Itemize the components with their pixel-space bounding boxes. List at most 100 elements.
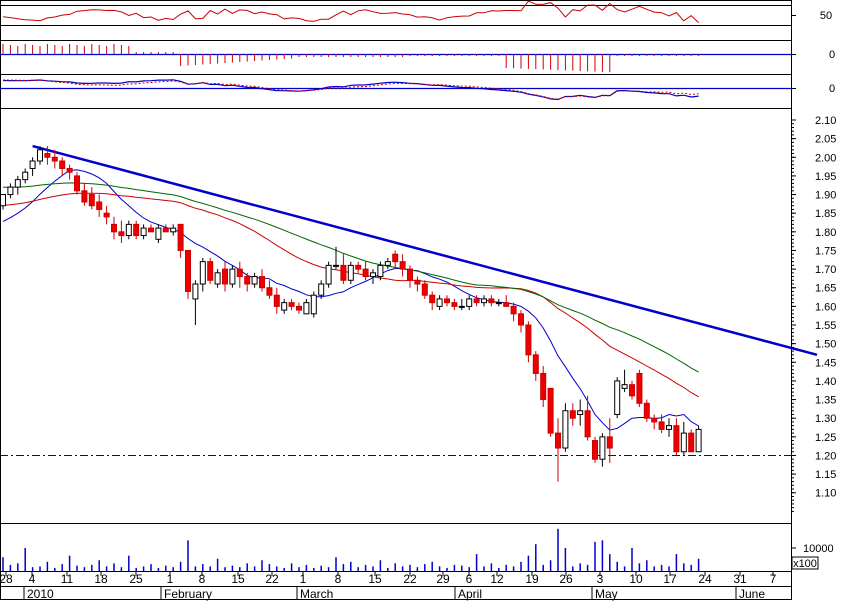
x-tick-label: 8: [335, 572, 342, 586]
candle-body: [458, 305, 465, 308]
price-tick-label: 1.20: [815, 450, 836, 462]
price-tick-label: 1.75: [815, 245, 836, 257]
ma-long-line: [3, 182, 699, 373]
x-tick-label: 29: [436, 572, 450, 586]
candle-body: [81, 190, 88, 203]
indicator-2-tick-label: 0: [829, 49, 835, 61]
period-label: April: [458, 587, 482, 601]
x-tick-label: 31: [733, 572, 747, 586]
candle-body: [444, 298, 450, 304]
volume-multiplier-box: [791, 556, 819, 570]
x-tick-label: 26: [559, 572, 573, 586]
candle-body: [22, 171, 29, 181]
indicator-3-tick-label: 0: [829, 83, 835, 95]
period-label: March: [300, 587, 333, 601]
candle-body: [96, 201, 103, 210]
candle-body: [377, 264, 384, 278]
candle-body: [236, 268, 243, 278]
ma-short-line: [2, 169, 699, 431]
indicator-1-tick-label: 50: [820, 10, 832, 22]
candle-body: [288, 302, 295, 307]
x-tick-label: 7: [770, 572, 777, 586]
candle-body: [599, 436, 606, 460]
candle-body: [148, 227, 154, 233]
candle-body: [407, 268, 413, 281]
candle-body: [562, 410, 569, 449]
candle-body: [162, 227, 169, 233]
candle-body: [266, 287, 273, 296]
candle-body: [621, 384, 628, 389]
candle-body: [207, 261, 214, 281]
price-tick-label: 1.70: [815, 264, 836, 276]
candle-body: [518, 313, 524, 326]
candle-body: [532, 354, 539, 374]
candle-body: [384, 261, 391, 266]
candle-body: [0, 194, 6, 207]
x-tick-label: 8: [199, 572, 206, 586]
price-tick-label: 1.50: [815, 339, 836, 351]
period-label: May: [595, 587, 618, 601]
candle-body: [177, 223, 184, 251]
candle-body: [185, 249, 191, 292]
candle-body: [688, 432, 695, 453]
indicator-2-histogram: [2, 44, 700, 73]
x-tick-label: 25: [129, 572, 143, 586]
candle-body: [673, 425, 680, 453]
x-tick-label: 17: [663, 572, 677, 586]
x-tick-label: 15: [368, 572, 382, 586]
volume-tick-label: 10000: [803, 543, 834, 555]
x-tick-label: 22: [403, 572, 417, 586]
candle-body: [636, 372, 643, 404]
candle-body: [74, 175, 80, 192]
candle-body: [44, 153, 51, 158]
price-tick-label: 1.10: [815, 488, 836, 500]
candle-body: [59, 160, 66, 169]
candle-body: [310, 294, 317, 315]
candle-body: [473, 298, 480, 304]
candle-body: [281, 302, 288, 311]
candle-body: [273, 294, 280, 307]
candle-body: [481, 298, 487, 304]
candle-body: [503, 302, 510, 307]
price-tick-label: 1.40: [815, 376, 836, 388]
chart-frame: [0, 0, 792, 600]
price-tick-label: 1.45: [815, 357, 836, 369]
candle-body: [680, 432, 687, 453]
candle-body: [118, 231, 125, 237]
x-tick-label: 19: [525, 572, 539, 586]
candle-body: [666, 425, 672, 430]
candle-body: [214, 272, 221, 285]
candle-body: [37, 149, 43, 162]
price-tick-label: 1.90: [815, 190, 836, 202]
candle-body: [133, 223, 140, 237]
candle-body: [296, 305, 302, 311]
indicator-1-line: [2, 0, 699, 23]
x-tick-label: 28: [0, 572, 13, 586]
candle-body: [29, 160, 36, 169]
volume-multiplier-label: x100: [793, 558, 817, 570]
candle-body: [370, 272, 376, 278]
candle-body: [140, 227, 147, 237]
indicator-3-signal: [2, 79, 699, 100]
candle-body: [569, 410, 576, 419]
indicator-3-line: [2, 79, 699, 101]
candle-body: [540, 372, 547, 401]
x-tick-label: 18: [94, 572, 108, 586]
candle-body: [555, 432, 561, 449]
candle-body: [421, 283, 428, 296]
x-tick-label: 6: [466, 572, 473, 586]
period-label: June: [739, 587, 765, 601]
candle-body: [340, 264, 347, 281]
candle-body: [436, 298, 443, 307]
x-tick-label: 15: [231, 572, 245, 586]
price-tick-label: 1.60: [815, 301, 836, 313]
candle-body: [495, 302, 502, 305]
candle-body: [318, 283, 325, 296]
price-tick-label: 2.10: [815, 115, 836, 127]
candle-body: [333, 264, 339, 267]
candle-body: [577, 410, 584, 415]
candle-body: [103, 212, 110, 218]
candle-body: [229, 268, 236, 285]
x-tick-label: 1: [167, 572, 174, 586]
candle-body: [14, 179, 21, 188]
